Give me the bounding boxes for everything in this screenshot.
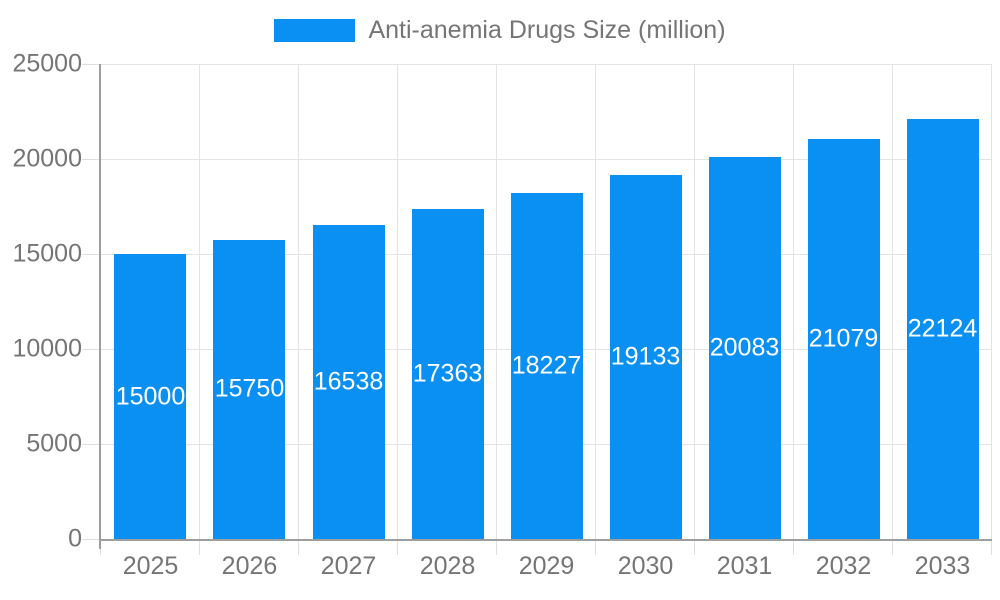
legend-label: Anti-anemia Drugs Size (million) bbox=[368, 16, 726, 44]
y-axis-label: 10000 bbox=[12, 334, 82, 363]
gridline-vertical bbox=[595, 64, 596, 539]
x-axis-label-2025: 2025 bbox=[122, 552, 179, 580]
x-axis-label-2033: 2033 bbox=[914, 552, 971, 580]
y-tick-mark bbox=[82, 349, 101, 350]
y-tick-mark bbox=[82, 254, 101, 255]
y-axis-line bbox=[99, 64, 101, 549]
x-tick-mark bbox=[396, 539, 398, 555]
y-tick-mark bbox=[82, 539, 101, 540]
gridline-vertical bbox=[297, 64, 299, 539]
y-axis-label: 0 bbox=[68, 524, 82, 553]
gridline-vertical bbox=[693, 64, 695, 539]
x-axis-label-2028: 2028 bbox=[419, 552, 476, 580]
x-axis-label-2026: 2026 bbox=[221, 552, 278, 580]
gridline-vertical bbox=[495, 64, 497, 539]
gridline-vertical bbox=[198, 64, 200, 539]
y-axis-label: 5000 bbox=[26, 429, 82, 458]
gridline-vertical bbox=[396, 64, 398, 539]
plot-area: 15000 15750 16538 17363 18227 19133 20083 21079… bbox=[82, 64, 992, 555]
x-tick-mark bbox=[793, 539, 794, 555]
chart-legend[interactable]: Anti-anemia Drugs Size (million) bbox=[0, 16, 1000, 45]
x-axis-line bbox=[101, 539, 992, 541]
gridline-vertical bbox=[891, 64, 893, 539]
x-axis-label-2029: 2029 bbox=[518, 552, 575, 580]
x-axis-label-2032: 2032 bbox=[815, 552, 872, 580]
y-axis-labels: 0 5000 10000 15000 20000 25000 bbox=[0, 50, 82, 553]
bar-2027: 16538 bbox=[312, 224, 385, 539]
bar-value-label: 15000 bbox=[115, 382, 186, 410]
bar-value-label: 17363 bbox=[412, 359, 483, 388]
bar-2030: 19133 bbox=[609, 175, 682, 539]
bar-value-label: 22124 bbox=[907, 314, 978, 343]
bar-2025: 15000 bbox=[114, 254, 187, 539]
bar-2031: 20083 bbox=[708, 157, 781, 539]
x-tick-mark bbox=[991, 539, 992, 555]
gridline-vertical bbox=[793, 64, 794, 539]
x-tick-mark bbox=[595, 539, 596, 555]
y-axis-label: 20000 bbox=[12, 144, 82, 173]
legend-swatch bbox=[274, 19, 356, 42]
bar-value-label: 19133 bbox=[610, 342, 681, 371]
bar-2033: 22124 bbox=[906, 118, 979, 539]
gridline-horizontal bbox=[101, 159, 992, 160]
y-tick-mark bbox=[82, 444, 101, 445]
x-tick-mark bbox=[297, 539, 299, 555]
bar-value-label: 15750 bbox=[214, 374, 285, 403]
y-tick-mark bbox=[82, 64, 101, 65]
x-axis-labels: 2025 2026 2027 2028 2029 2030 2031 2032 2033 bbox=[101, 552, 992, 584]
x-axis-label-2031: 2031 bbox=[716, 552, 773, 580]
bar-value-label: 18227 bbox=[511, 351, 582, 380]
bar-2028: 17363 bbox=[411, 209, 484, 539]
x-tick-mark bbox=[891, 539, 893, 555]
bar-2032: 21079 bbox=[807, 138, 880, 539]
x-axis-label-2027: 2027 bbox=[320, 552, 377, 580]
bar-value-label: 20083 bbox=[709, 333, 780, 362]
bar-value-label: 16538 bbox=[313, 367, 384, 396]
gridline-horizontal bbox=[101, 64, 992, 65]
bar-2026: 15750 bbox=[213, 239, 286, 539]
gridline-vertical bbox=[991, 64, 992, 539]
y-tick-mark bbox=[82, 159, 101, 160]
x-tick-mark bbox=[198, 539, 200, 555]
y-axis-label: 25000 bbox=[12, 49, 82, 78]
bar-value-label: 21079 bbox=[808, 324, 879, 353]
x-tick-mark bbox=[495, 539, 497, 555]
y-axis-label: 15000 bbox=[12, 239, 82, 268]
x-tick-mark bbox=[693, 539, 695, 555]
x-axis-label-2030: 2030 bbox=[617, 552, 674, 580]
bar-2029: 18227 bbox=[510, 192, 583, 539]
